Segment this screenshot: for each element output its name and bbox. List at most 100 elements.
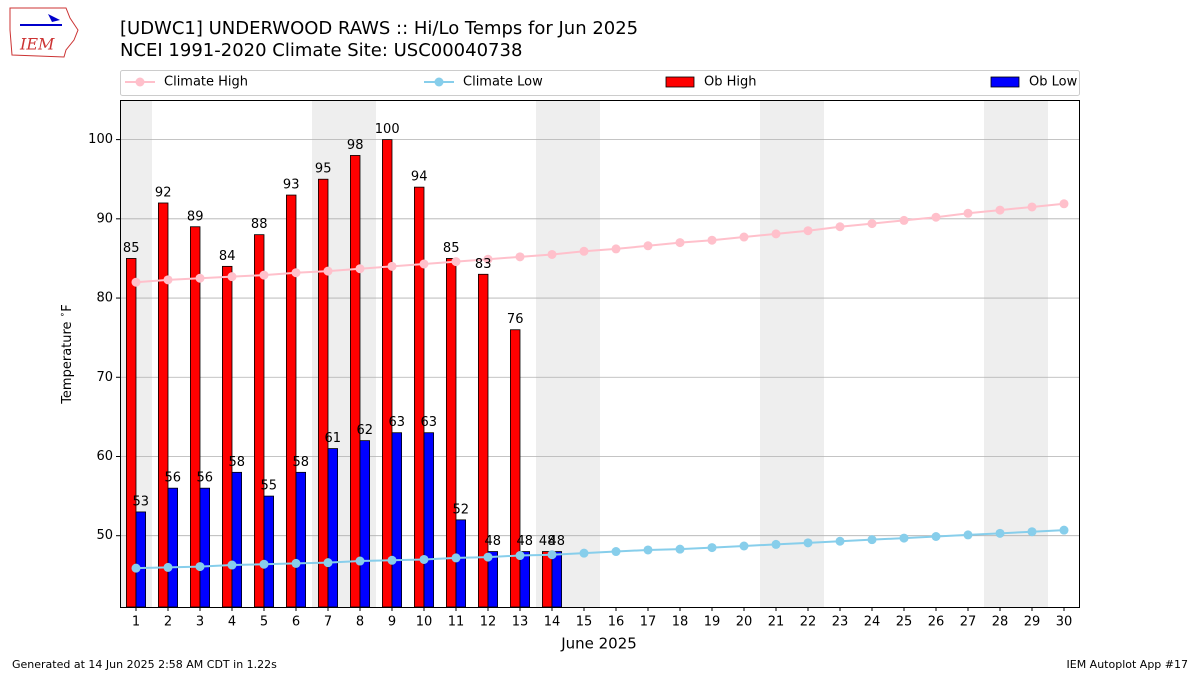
point (355, 556, 365, 566)
point (451, 257, 461, 267)
point (963, 208, 973, 218)
x-tick-label: 3 (196, 615, 204, 630)
x-tick-label: 14 (544, 615, 561, 630)
point (675, 544, 685, 554)
point (227, 272, 237, 282)
footer-right: IEM Autoplot App #17 (1067, 658, 1189, 671)
point (835, 536, 845, 546)
value-label: 85 (123, 241, 140, 256)
bar (359, 440, 371, 608)
legend-marker (135, 77, 145, 87)
value-label: 95 (315, 162, 332, 177)
point (355, 264, 365, 274)
logo-shape (48, 14, 60, 22)
x-tick-label: 25 (896, 615, 913, 630)
line (135, 202, 1065, 284)
value-label: 100 (375, 122, 400, 137)
point (419, 259, 429, 269)
point (771, 229, 781, 239)
point (739, 541, 749, 551)
point (259, 559, 269, 569)
weekend-shade (984, 100, 1016, 607)
value-label: 63 (389, 415, 406, 430)
x-tick-label: 5 (260, 615, 268, 630)
x-tick-label: 9 (388, 615, 396, 630)
value-label: 56 (165, 471, 182, 486)
y-tick-label: 90 (96, 211, 113, 226)
x-tick-label: 27 (960, 615, 977, 630)
point (163, 275, 173, 285)
point (1027, 527, 1037, 537)
point (515, 551, 525, 561)
value-label: 58 (293, 455, 310, 470)
point (739, 232, 749, 242)
point (483, 254, 493, 264)
bar (126, 258, 137, 608)
bar (391, 432, 403, 608)
value-label: 62 (357, 423, 374, 438)
value-label: 53 (133, 494, 150, 509)
point (579, 548, 589, 558)
point (323, 558, 333, 568)
point (771, 539, 781, 549)
value-label: 83 (475, 257, 492, 272)
point (195, 273, 205, 283)
line (135, 529, 1065, 570)
logo: IEM (9, 7, 79, 58)
point (707, 543, 717, 553)
bar (423, 432, 435, 608)
value-label: 85 (443, 241, 460, 256)
point (931, 531, 941, 541)
legend-box (120, 70, 1080, 96)
point (995, 528, 1005, 538)
value-label: 63 (421, 415, 438, 430)
value-label: 93 (283, 178, 300, 193)
value-label: 92 (155, 185, 172, 200)
point (643, 545, 653, 555)
y-tick-label: 80 (96, 291, 113, 306)
point (291, 268, 301, 278)
point (963, 530, 973, 540)
x-tick-label: 8 (356, 615, 364, 630)
point (995, 205, 1005, 215)
legend-patch (665, 76, 695, 88)
bar (189, 226, 201, 608)
bar (135, 511, 147, 608)
legend-label: Ob High (704, 75, 757, 90)
bar (221, 265, 233, 608)
legend-label: Climate High (164, 75, 248, 90)
plot-frame (120, 100, 1080, 608)
legend-patch (990, 76, 1020, 88)
value-label: 52 (453, 502, 470, 517)
point (835, 222, 845, 232)
bar (519, 551, 531, 608)
x-tick-label: 23 (832, 615, 849, 630)
point (131, 277, 141, 287)
chart-title: [UDWC1] UNDERWOOD RAWS :: Hi/Lo Temps fo… (120, 18, 638, 39)
bar (167, 487, 179, 608)
x-tick-label: 6 (292, 615, 300, 630)
bar (157, 202, 169, 608)
x-tick-label: 30 (1056, 615, 1073, 630)
x-tick-label: 4 (228, 615, 236, 630)
x-tick-label: 10 (416, 615, 433, 630)
y-axis-label: Temperature ∘F (58, 304, 75, 405)
bar (263, 495, 275, 608)
x-tick-label: 19 (704, 615, 721, 630)
point (611, 244, 621, 254)
weekend-shade (792, 100, 824, 607)
x-tick-label: 15 (576, 615, 593, 630)
point (579, 246, 589, 256)
weekend-shade (1016, 100, 1048, 607)
point (643, 241, 653, 251)
legend-marker (434, 77, 444, 87)
point (323, 266, 333, 276)
point (259, 270, 269, 280)
y-tick-label: 60 (96, 449, 113, 464)
logo-text: IEM (19, 35, 55, 54)
x-tick-label: 18 (672, 615, 689, 630)
point (451, 553, 461, 563)
bar (551, 551, 563, 608)
point (1027, 202, 1037, 212)
